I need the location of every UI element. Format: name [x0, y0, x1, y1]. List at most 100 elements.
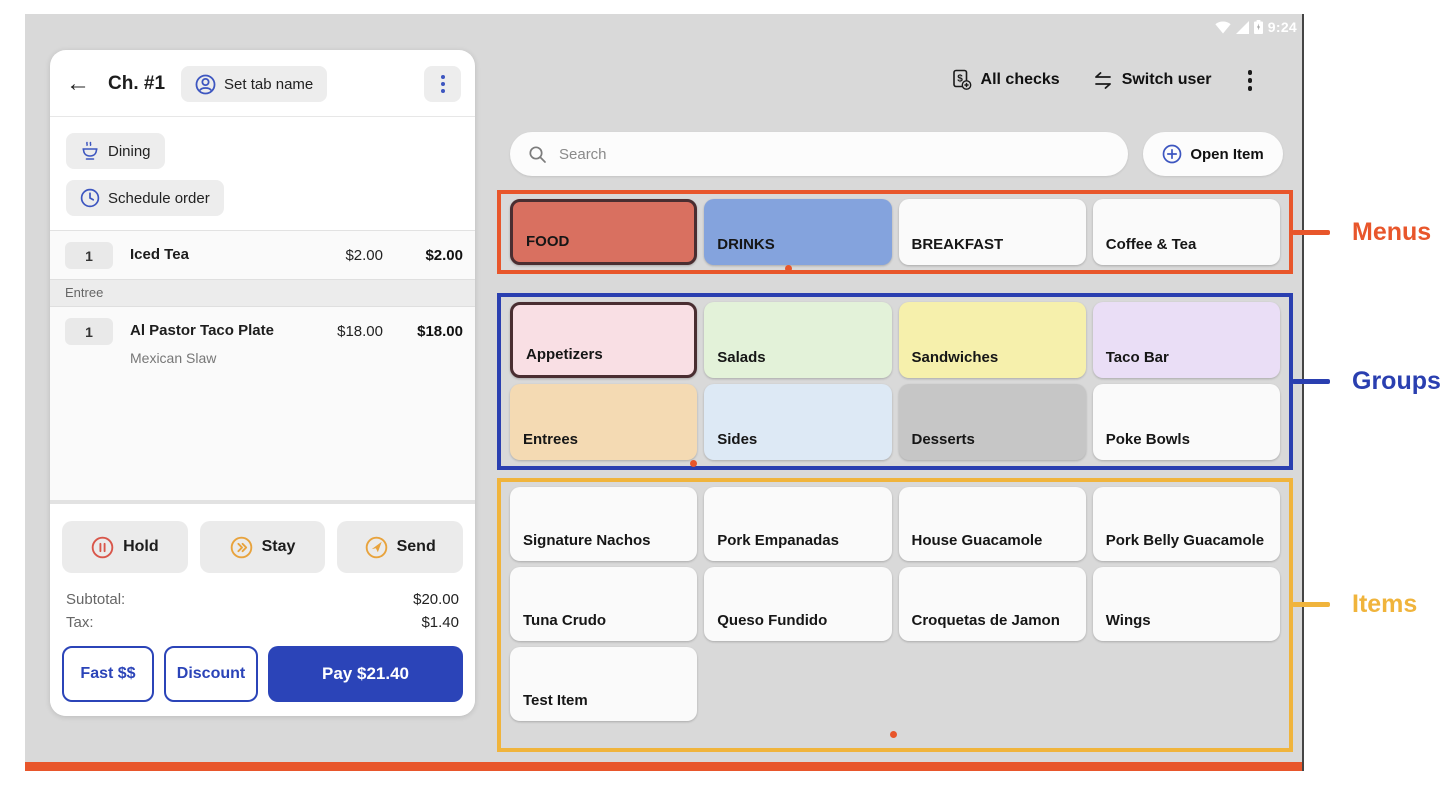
order-overflow-menu-button[interactable]	[424, 66, 461, 102]
group-tile-appetizers[interactable]: Appetizers	[510, 302, 698, 378]
line-item-main: Iced Tea	[130, 242, 321, 263]
menus-page-indicator-dot	[785, 265, 792, 272]
item-tile-croquetas-de-jamon[interactable]: Croquetas de Jamon	[898, 567, 1086, 641]
hold-pause-icon	[91, 536, 114, 558]
fast-cash-button[interactable]: Fast $$	[62, 646, 154, 702]
search-row: Open Item	[510, 132, 1283, 176]
group-tile-poke-bowls[interactable]: Poke Bowls	[1092, 384, 1280, 460]
line-item-name: Iced Tea	[130, 246, 189, 263]
group-tile-label: Entrees	[523, 430, 579, 448]
item-tile-pork-belly-guacamole[interactable]: Pork Belly Guacamole	[1092, 487, 1280, 561]
group-tile-salads[interactable]: Salads	[704, 302, 892, 378]
pay-button[interactable]: Pay $21.40	[268, 646, 463, 702]
status-bar: 9:24	[1215, 17, 1297, 37]
item-tile-tuna-crudo[interactable]: Tuna Crudo	[510, 567, 698, 641]
svg-text:$: $	[957, 74, 963, 85]
line-item-price: $18.00	[337, 323, 383, 340]
line-item-price: $2.00	[345, 247, 383, 264]
dining-option-label: Dining	[108, 142, 151, 160]
menus-annotation-connector	[1292, 230, 1330, 235]
group-tile-sandwiches[interactable]: Sandwiches	[898, 302, 1086, 378]
item-tile-pork-empanadas[interactable]: Pork Empanadas	[704, 487, 892, 561]
line-item-total: $2.00	[425, 247, 463, 264]
item-tile-label: House Guacamole	[911, 531, 1043, 549]
dining-icon	[82, 141, 98, 160]
item-tile-signature-nachos[interactable]: Signature Nachos	[510, 487, 698, 561]
all-checks-receipt-icon: $	[952, 69, 971, 91]
hold-button[interactable]: Hold	[62, 521, 188, 573]
group-tile-label: Salads	[717, 348, 766, 366]
group-tile-taco-bar[interactable]: Taco Bar	[1092, 302, 1280, 378]
all-checks-button[interactable]: $ All checks	[951, 69, 1060, 91]
plus-circle-icon	[1162, 144, 1182, 164]
menu-tile-label: FOOD	[526, 232, 570, 250]
menu-tile-food[interactable]: FOOD	[510, 199, 698, 265]
search-icon	[529, 145, 546, 163]
clock-icon	[80, 188, 100, 208]
item-tile-label: Test Item	[523, 691, 588, 709]
open-item-label: Open Item	[1190, 145, 1264, 163]
group-tile-entrees[interactable]: Entrees	[510, 384, 698, 460]
search-input[interactable]	[559, 145, 1120, 163]
check-title: Ch. #1	[108, 73, 166, 94]
top-overflow-menu-button[interactable]	[1244, 66, 1257, 95]
schedule-order-label: Schedule order	[108, 189, 210, 207]
order-options: Dining Schedule order	[50, 117, 475, 230]
item-tile-house-guacamole[interactable]: House Guacamole	[898, 487, 1086, 561]
item-tile-label: Signature Nachos	[523, 531, 651, 549]
quantity-badge: 1	[65, 318, 113, 345]
menu-tile-label: Coffee & Tea	[1105, 235, 1197, 253]
order-panel: ← Ch. #1 Set tab name Dining Schedule or…	[50, 50, 475, 716]
item-tile-label: Wings	[1105, 611, 1151, 629]
switch-user-button[interactable]: Switch user	[1092, 71, 1212, 89]
menu-tile-breakfast[interactable]: BREAKFAST	[898, 199, 1086, 265]
group-tile-label: Taco Bar	[1105, 348, 1169, 366]
battery-charging-icon	[1253, 20, 1263, 34]
open-item-button[interactable]: Open Item	[1143, 132, 1283, 176]
order-header: ← Ch. #1 Set tab name	[50, 50, 475, 117]
item-tile-label: Queso Fundido	[717, 611, 828, 629]
menu-tile-label: DRINKS	[717, 235, 775, 253]
order-line-item-taco-plate[interactable]: 1 Al Pastor Taco Plate Mexican Slaw $18.…	[50, 307, 475, 376]
person-circle-icon	[195, 74, 216, 94]
schedule-order-button[interactable]: Schedule order	[66, 180, 224, 216]
groups-grid: Appetizers Salads Sandwiches Taco Bar En…	[501, 297, 1289, 465]
groups-annotation-label: Groups	[1352, 367, 1440, 395]
line-item-modifier: Mexican Slaw	[130, 350, 217, 366]
all-checks-label: All checks	[980, 71, 1060, 89]
order-totals: Subtotal: $20.00 Tax: $1.40	[66, 588, 459, 634]
stay-button[interactable]: Stay	[199, 521, 326, 573]
top-action-bar: $ All checks Switch user	[951, 66, 1256, 95]
discount-button[interactable]: Discount	[164, 646, 258, 702]
group-tile-sides[interactable]: Sides	[704, 384, 892, 460]
subtotal-value: $20.00	[413, 591, 459, 608]
send-label: Send	[396, 538, 436, 555]
group-tile-label: Sandwiches	[911, 348, 999, 366]
tax-label: Tax:	[66, 614, 94, 631]
cellular-signal-icon	[1235, 20, 1249, 34]
item-tile-wings[interactable]: Wings	[1092, 567, 1280, 641]
switch-user-label: Switch user	[1121, 71, 1212, 89]
groups-annotation-box: Appetizers Salads Sandwiches Taco Bar En…	[497, 293, 1293, 470]
item-tile-test-item[interactable]: Test Item	[510, 647, 698, 721]
group-tile-label: Sides	[717, 430, 758, 448]
menus-grid: FOOD DRINKS BREAKFAST Coffee & Tea	[501, 194, 1289, 270]
send-plane-icon	[365, 536, 387, 558]
item-tile-label: Tuna Crudo	[523, 611, 607, 629]
search-bar[interactable]	[510, 132, 1128, 176]
stay-label: Stay	[261, 538, 296, 555]
item-tile-queso-fundido[interactable]: Queso Fundido	[704, 567, 892, 641]
back-icon[interactable]: ←	[66, 70, 90, 97]
dining-option-button[interactable]: Dining	[66, 133, 165, 169]
order-line-item-iced-tea[interactable]: 1 Iced Tea $2.00 $2.00	[50, 231, 475, 279]
set-tab-name-button[interactable]: Set tab name	[181, 66, 328, 102]
status-time: 9:24	[1267, 19, 1297, 35]
order-footer: Hold Stay Send Subtotal: $20.00 Tax:	[50, 504, 475, 716]
group-tile-desserts[interactable]: Desserts	[898, 384, 1086, 460]
menu-tile-coffee-tea[interactable]: Coffee & Tea	[1092, 199, 1280, 265]
menus-annotation-box: FOOD DRINKS BREAKFAST Coffee & Tea	[497, 190, 1293, 274]
menu-tile-drinks[interactable]: DRINKS	[704, 199, 892, 265]
set-tab-name-label: Set tab name	[224, 75, 314, 93]
send-button[interactable]: Send	[337, 521, 464, 573]
group-tile-label: Appetizers	[526, 345, 603, 363]
